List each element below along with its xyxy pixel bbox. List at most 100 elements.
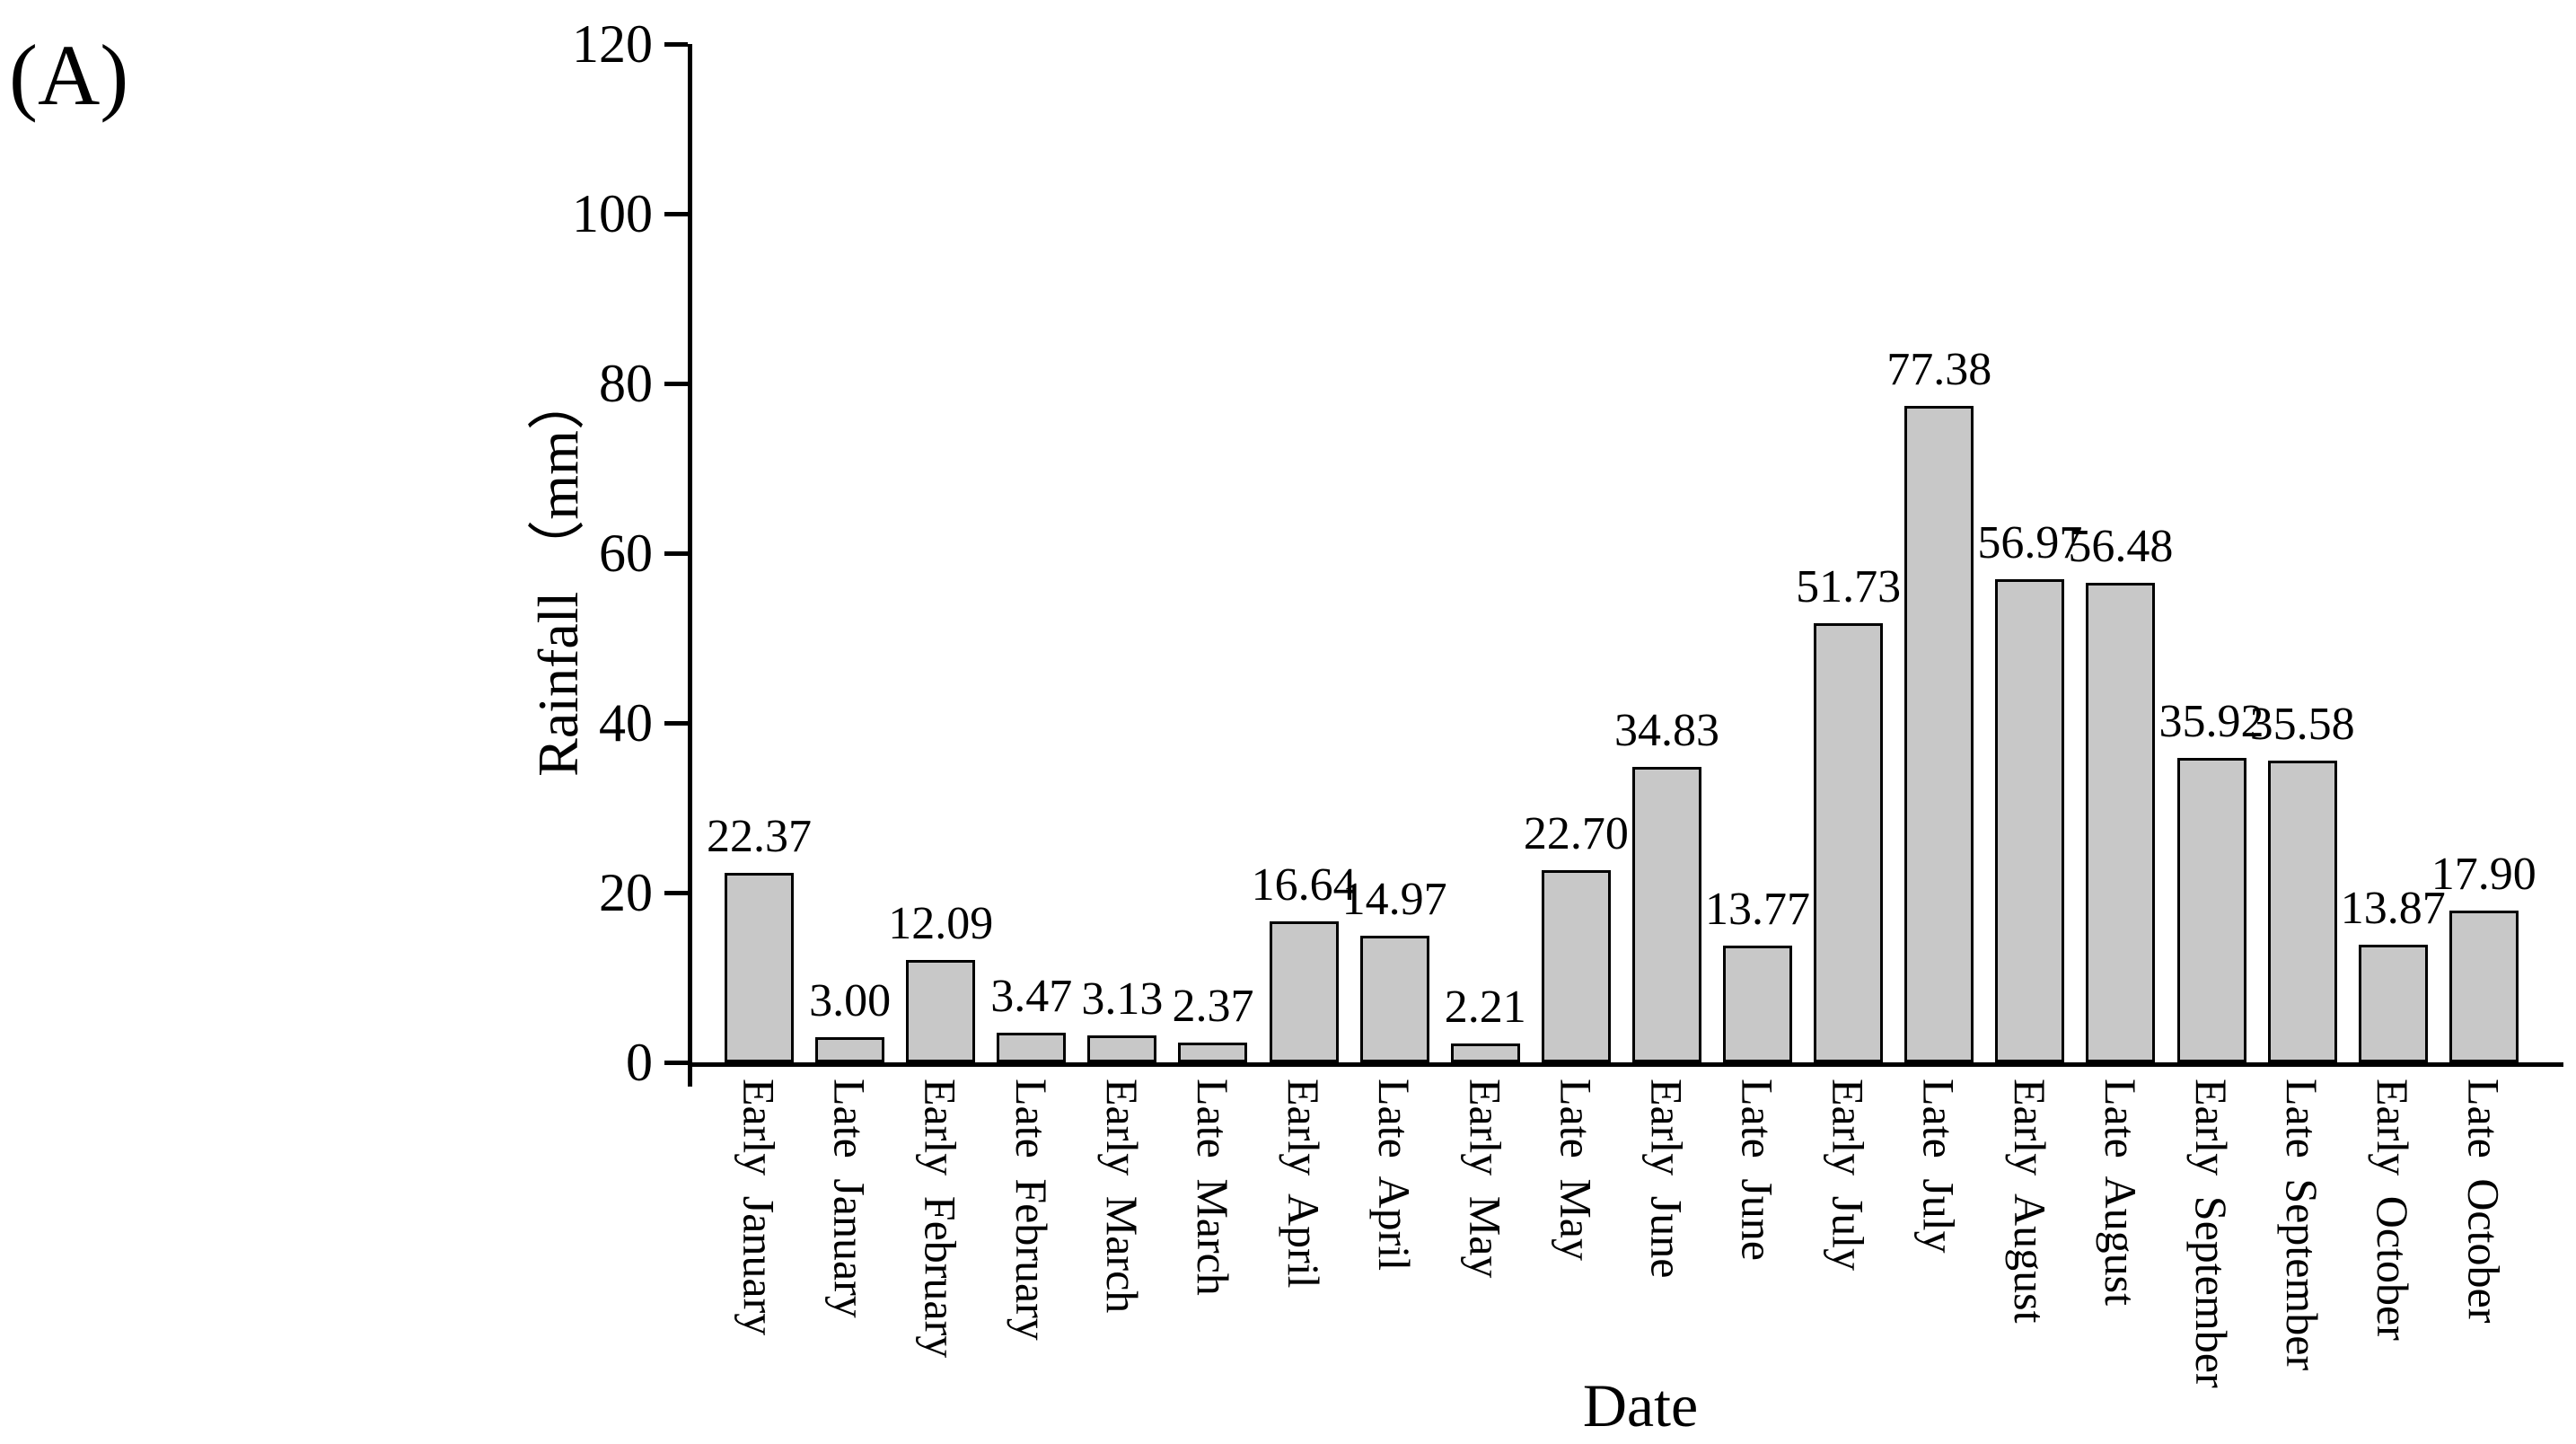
- bar-slot: 22.37 Early January: [707, 44, 812, 1335]
- x-category-label: Late May: [1551, 1079, 1602, 1261]
- y-axis-title: Rainfall （mm）: [526, 373, 590, 777]
- bar-value-label: 3.47: [990, 971, 1073, 1023]
- x-category-label: Early March: [1096, 1079, 1147, 1314]
- bar: [725, 872, 794, 1062]
- y-tick-label: 40: [599, 693, 653, 753]
- x-category-label: Late July: [1913, 1079, 1965, 1254]
- bar: [2086, 583, 2156, 1062]
- bar: [2358, 944, 2428, 1062]
- x-category-label: Late October: [2458, 1079, 2510, 1324]
- panel-label: (A): [9, 27, 129, 123]
- bar-slot: 13.87 Early October: [2341, 44, 2446, 1340]
- bar-slot: 3.47 Late February: [990, 44, 1072, 1341]
- y-tick: [664, 550, 688, 556]
- bar-value-label: 13.77: [1705, 883, 1811, 935]
- bar-slot: 3.00 Late January: [809, 44, 891, 1318]
- bar: [1359, 935, 1429, 1062]
- bar-value-label: 3.13: [1081, 973, 1164, 1026]
- bar-value-label: 16.64: [1251, 858, 1357, 911]
- bar-slot: 51.73 Early July: [1796, 44, 1901, 1271]
- y-axis-line: [688, 44, 692, 1087]
- x-category-label: Early February: [915, 1079, 966, 1359]
- y-tick-label: 100: [572, 184, 653, 243]
- x-category-label: Late February: [1006, 1079, 1057, 1341]
- bar-value-label: 34.83: [1613, 704, 1719, 756]
- bar: [1178, 1042, 1248, 1062]
- x-category-label: Late March: [1187, 1079, 1238, 1296]
- y-tick-label: 0: [626, 1033, 653, 1092]
- bar: [1723, 945, 1793, 1062]
- bar: [815, 1036, 885, 1062]
- y-tick: [664, 381, 688, 386]
- y-tick: [664, 1060, 688, 1065]
- y-tick-label: 60: [599, 524, 653, 583]
- bar: [1995, 578, 2065, 1062]
- bar-value-label: 77.38: [1886, 343, 1992, 395]
- bar-value-label: 56.48: [2068, 521, 2174, 573]
- x-category-label: Early July: [1823, 1079, 1874, 1272]
- bar-value-label: 56.97: [1977, 516, 2083, 568]
- x-axis-line: [688, 1062, 2563, 1067]
- x-category-label: Late September: [2277, 1079, 2328, 1371]
- x-category-label: Early April: [1279, 1079, 1330, 1289]
- bar-slot: 14.97 Late April: [1342, 44, 1447, 1271]
- bar-slot: 35.58 Late September: [2250, 44, 2355, 1370]
- y-tick: [664, 890, 688, 895]
- y-tick: [664, 720, 688, 726]
- bar-value-label: 35.58: [2249, 698, 2355, 750]
- bar-slot: 3.13 Early March: [1081, 44, 1163, 1313]
- bar: [1087, 1035, 1157, 1062]
- bar: [997, 1033, 1067, 1062]
- bar: [1631, 766, 1701, 1062]
- bar-slot: 2.37 Late March: [1172, 44, 1253, 1296]
- bar-value-label: 2.21: [1444, 982, 1526, 1034]
- x-category-label: Early June: [1641, 1079, 1692, 1279]
- bar-slot: 56.48 Late August: [2068, 44, 2173, 1306]
- x-category-label: Early September: [2186, 1079, 2237, 1388]
- bar: [2449, 910, 2519, 1062]
- bar: [2176, 757, 2246, 1062]
- y-tick: [664, 211, 688, 216]
- bar-value-label: 13.87: [2340, 882, 2446, 934]
- bar-slot: 22.70 Late May: [1524, 44, 1629, 1261]
- y-tick-label: 20: [599, 863, 653, 922]
- bar-slot: 12.09 Early February: [888, 44, 993, 1358]
- plot-area: 0 20 40 60 80 100 120 22.37 Early January 3.00 Lat…: [572, 17, 2563, 1388]
- bar-value-label: 3.00: [809, 974, 892, 1026]
- bar-value-label: 22.70: [1523, 807, 1629, 859]
- x-category-label: Late June: [1732, 1079, 1783, 1261]
- y-tick-label: 80: [599, 354, 653, 413]
- bar: [1814, 623, 1884, 1062]
- bar-slot: 77.38 Late July: [1886, 44, 1991, 1253]
- y-tick-label: 120: [572, 14, 653, 74]
- x-category-label: Early January: [734, 1079, 785, 1336]
- bar: [1541, 869, 1611, 1062]
- bar-slot: 34.83 Early June: [1614, 44, 1719, 1278]
- bar-slot: 2.21 Early May: [1445, 44, 1526, 1279]
- bar-slot: 17.90 Late October: [2431, 44, 2536, 1323]
- bar-slot: 56.97 Early August: [1977, 44, 2082, 1323]
- bar-value-label: 35.92: [2158, 695, 2264, 747]
- x-axis-title: Date: [1582, 1371, 1699, 1440]
- x-category-label: Late August: [2095, 1079, 2146, 1307]
- bar: [1269, 920, 1339, 1062]
- bar-value-label: 2.37: [1172, 980, 1254, 1032]
- bar-slot: 35.92 Early September: [2159, 44, 2264, 1388]
- bar-value-label: 12.09: [888, 897, 994, 949]
- bar: [1904, 405, 1974, 1062]
- bar-value-label: 17.90: [2431, 848, 2536, 900]
- bar-value-label: 22.37: [707, 810, 812, 862]
- x-category-label: Late April: [1369, 1079, 1420, 1272]
- bar-slot: 13.77 Late June: [1705, 44, 1810, 1261]
- bar-value-label: 14.97: [1341, 873, 1447, 925]
- bar: [1450, 1043, 1520, 1062]
- bar: [2267, 760, 2337, 1062]
- x-category-label: Early October: [2368, 1079, 2419, 1341]
- bar: [906, 959, 976, 1062]
- bar-slot: 16.64 Early April: [1252, 44, 1357, 1288]
- x-category-label: Early May: [1460, 1079, 1511, 1279]
- bar-value-label: 51.73: [1796, 561, 1902, 613]
- x-category-label: Early August: [2004, 1079, 2055, 1324]
- y-tick: [664, 41, 688, 47]
